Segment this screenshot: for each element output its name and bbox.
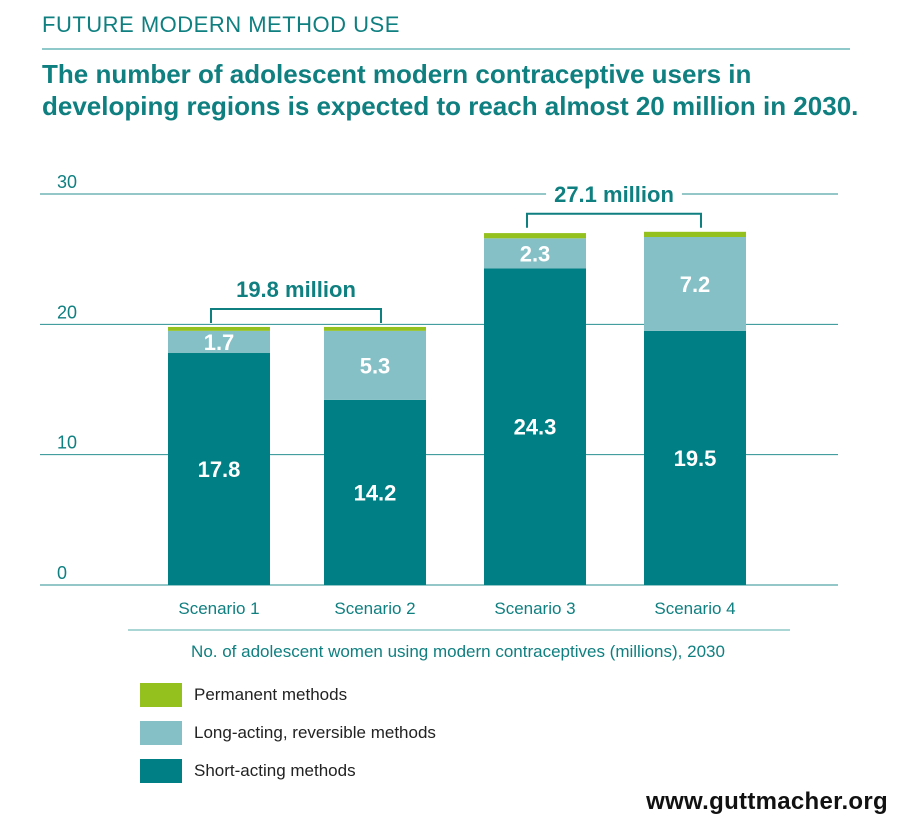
header-divider: [42, 48, 850, 50]
data-label-long-acting-4: 7.2: [680, 272, 711, 297]
legend-label-short-acting: Short-acting methods: [194, 761, 356, 780]
bar-short-acting-3: [484, 268, 586, 585]
data-label-short-acting-2: 14.2: [354, 480, 397, 505]
bar-short-acting-2: [324, 399, 426, 585]
annotation-label-bg-1: [228, 274, 364, 304]
x-tick-label-4: Scenario 4: [654, 599, 735, 618]
x-tick-label-1: Scenario 1: [178, 599, 259, 618]
bar-short-acting-1: [168, 353, 270, 585]
bar-short-acting-4: [644, 330, 746, 585]
bar-permanent-4: [644, 231, 746, 238]
data-label-long-acting-3: 2.3: [520, 241, 551, 266]
x-tick-label-2: Scenario 2: [334, 599, 415, 618]
chart-headline: The number of adolescent modern contrace…: [42, 59, 859, 121]
bar-long-acting-4: [644, 237, 746, 331]
annotation-label-1: 19.8 million: [236, 277, 356, 302]
chart-legend: Permanent methods Long-acting, reversibl…: [140, 676, 436, 790]
axis-caption: No. of adolescent women using modern con…: [191, 642, 725, 661]
bar-long-acting-3: [484, 238, 586, 269]
legend-swatch-long-acting: [140, 721, 182, 745]
x-tick-label-3: Scenario 3: [494, 599, 575, 618]
annotation-bracket-1: [210, 307, 382, 323]
legend-swatch-short-acting: [140, 759, 182, 783]
section-label: FUTURE MODERN METHOD USE: [42, 12, 400, 37]
legend-label-permanent: Permanent methods: [194, 685, 348, 704]
data-label-short-acting-3: 24.3: [514, 415, 557, 440]
y-tick-label-0: 0: [57, 563, 67, 583]
source-url[interactable]: www.guttmacher.org: [646, 788, 888, 815]
bar-permanent-3: [484, 233, 586, 239]
legend-swatch-permanent: [140, 683, 182, 707]
data-label-long-acting-2: 5.3: [360, 353, 391, 378]
stacked-bar-chart: 0 10 20 30 17.8 1.7 Scenario 1 14.2 5.3 Scenario …: [40, 172, 838, 631]
data-label-short-acting-4: 19.5: [674, 446, 717, 471]
legend-item-short-acting: Short-acting methods: [140, 752, 436, 790]
legend-item-permanent: Permanent methods: [140, 676, 436, 714]
legend-item-long-acting: Long-acting, reversible methods: [140, 714, 436, 752]
annotation-bracket-2: [526, 212, 702, 228]
bar-long-acting-1: [168, 330, 270, 354]
y-tick-label-30: 30: [57, 172, 77, 192]
y-tick-label-10: 10: [57, 433, 77, 453]
annotation-label-2: 27.1 million: [554, 182, 674, 207]
bar-permanent-2: [324, 326, 426, 331]
y-tick-label-20: 20: [57, 302, 77, 322]
legend-label-long-acting: Long-acting, reversible methods: [194, 723, 436, 742]
bar-permanent-1: [168, 326, 270, 331]
data-label-long-acting-1: 1.7: [204, 330, 235, 355]
data-label-short-acting-1: 17.8: [198, 457, 241, 482]
bar-long-acting-2: [324, 330, 426, 400]
annotation-label-bg-2: [546, 179, 682, 209]
